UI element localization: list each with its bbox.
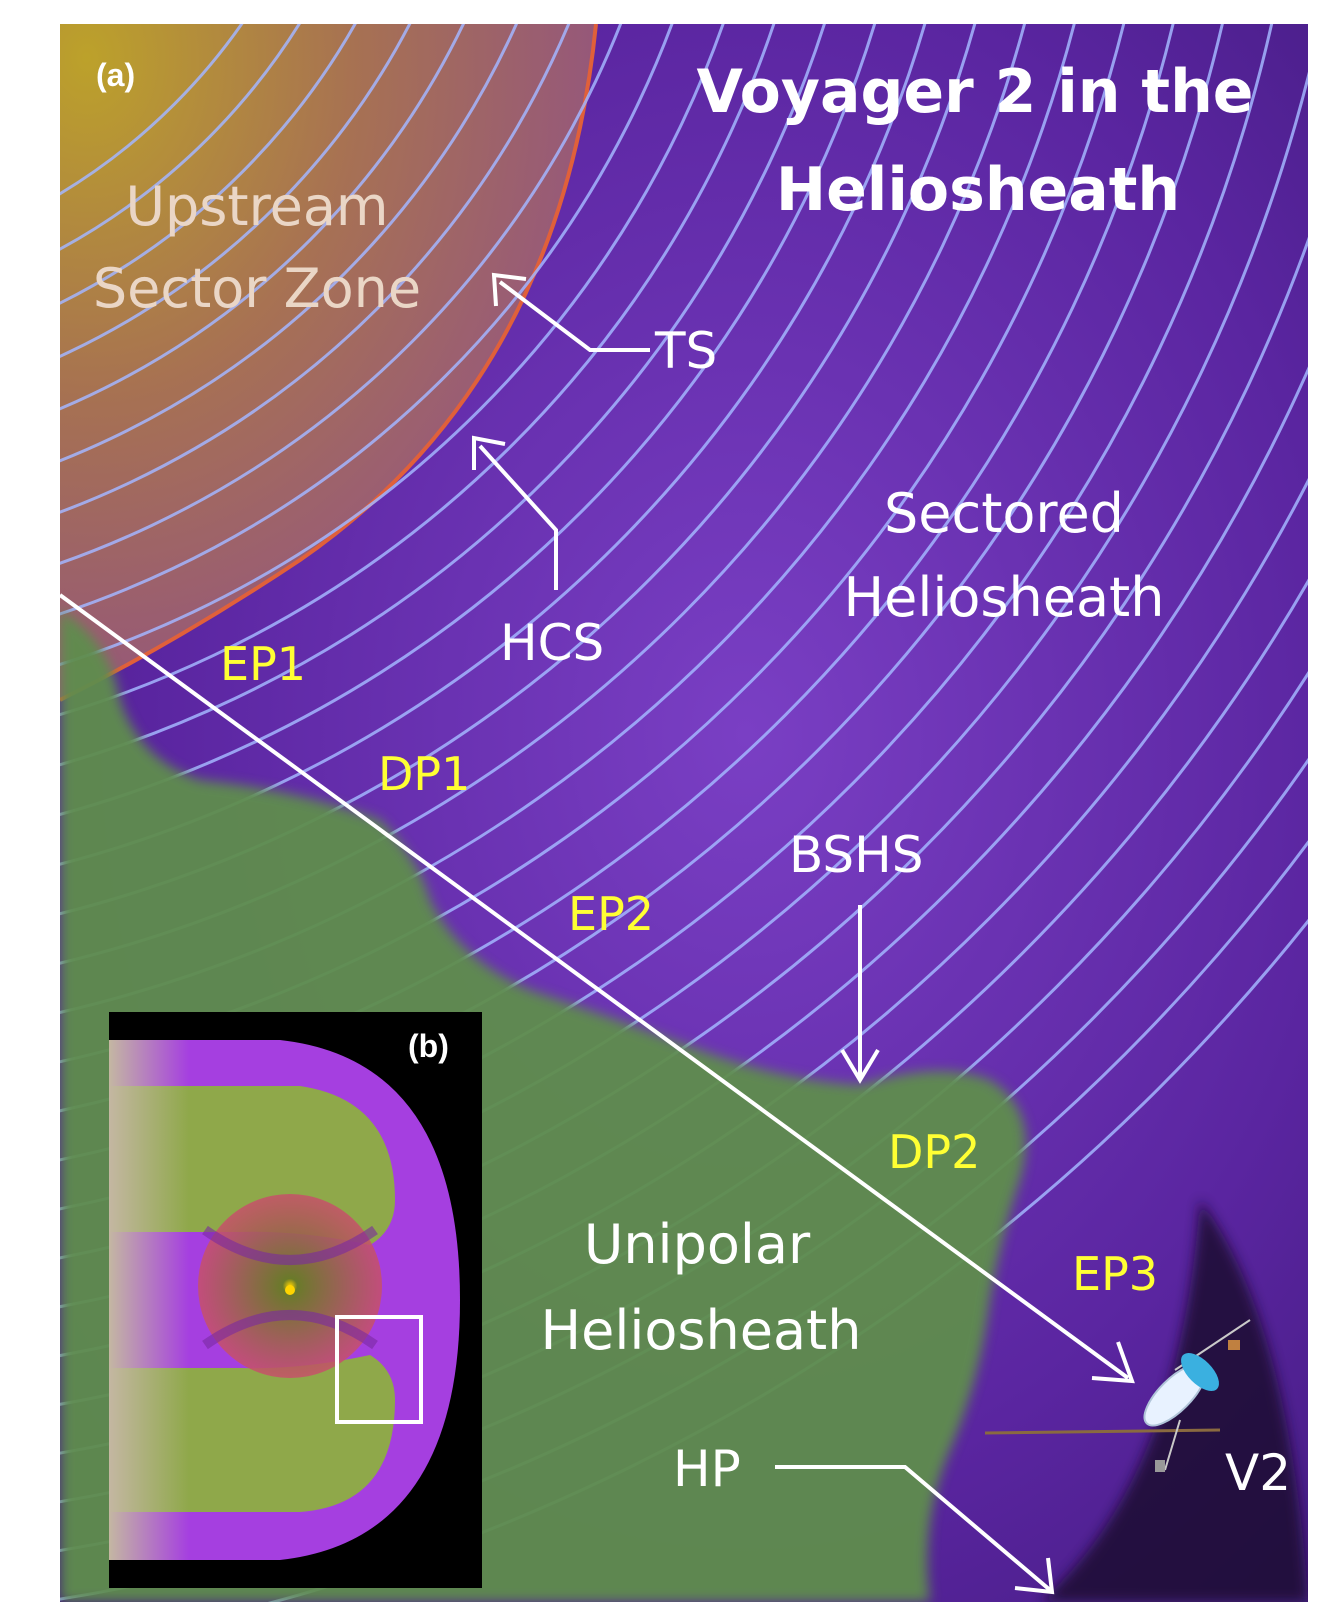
field-line [60, 24, 623, 565]
inset-zoom-box [335, 1315, 423, 1424]
bshs-arrowhead [840, 1048, 880, 1084]
field-line [60, 24, 674, 616]
field-line [60, 24, 466, 411]
ep1-label: EP1 [220, 637, 306, 691]
sectored-label-line2: Heliosheath [844, 566, 1165, 629]
panel-b-inset: (b) [109, 1012, 482, 1588]
ts-arrow [498, 280, 650, 352]
hcs-label: HCS [500, 614, 604, 672]
unipolar-label-line2: Heliosheath [541, 1299, 862, 1362]
field-line [60, 24, 571, 514]
hcs-arrow [478, 444, 558, 590]
diagram-title-line2: Heliosheath [776, 155, 1180, 225]
voyager-2-spacecraft-icon [984, 1319, 1251, 1472]
hp-arrowhead [1014, 1557, 1055, 1595]
hp-label: HP [673, 1440, 741, 1498]
diagram-title-line1: Voyager 2 in the [697, 57, 1254, 127]
ts-arrowhead [491, 272, 527, 307]
field-line [60, 24, 301, 251]
dp2-label: DP2 [888, 1125, 980, 1179]
hcs-arrowhead [472, 435, 506, 470]
panel-a-label: (a) [96, 57, 135, 93]
sectored-label-line1: Sectored [884, 482, 1124, 545]
inset-sun-marker [285, 1285, 295, 1295]
hp-arrow [775, 1465, 1052, 1592]
ts-label: TS [654, 322, 717, 380]
upstream-sector-zone [60, 24, 596, 700]
voyager-trajectory-line [60, 593, 1130, 1380]
v2-label: V2 [1225, 1444, 1291, 1502]
upstream-label-line1: Upstream [125, 175, 388, 238]
field-line [60, 24, 518, 463]
dp1-label: DP1 [378, 747, 470, 801]
trajectory-arrowhead [1091, 1341, 1135, 1384]
ep3-label: EP3 [1072, 1247, 1158, 1301]
field-line [60, 24, 412, 358]
field-line [60, 24, 357, 305]
unipolar-label-line1: Unipolar [584, 1213, 811, 1276]
upstream-label-line2: Sector Zone [93, 257, 421, 320]
inset-sector-lobes [202, 1225, 378, 1350]
bshs-label: BSHS [789, 826, 924, 884]
panel-b-label: (b) [408, 1028, 449, 1064]
field-line [60, 24, 244, 196]
ep2-label: EP2 [568, 887, 654, 941]
